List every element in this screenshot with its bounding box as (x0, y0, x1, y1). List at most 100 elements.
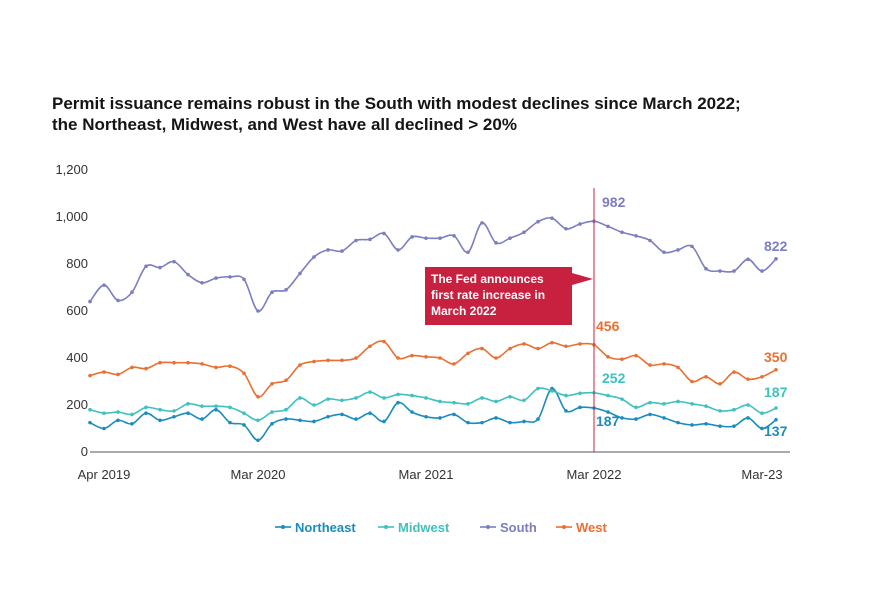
south-point-24 (424, 236, 428, 240)
midwest-point-7 (186, 402, 190, 406)
south-point-4 (144, 264, 148, 269)
west-point-40 (648, 363, 652, 367)
south-point-41 (662, 250, 666, 255)
northeast-point-11 (242, 423, 246, 427)
northeast-point-16 (312, 419, 316, 424)
northeast-point-48 (760, 426, 764, 431)
west-point-49 (774, 367, 778, 372)
south-point-12 (256, 309, 260, 313)
midwest-point-47 (746, 403, 750, 407)
northeast-point-27 (466, 420, 470, 425)
northeast-point-14 (284, 417, 288, 421)
northeast-point-40 (648, 412, 652, 417)
south-point-42 (676, 248, 680, 252)
midwest-point-27 (466, 402, 470, 406)
northeast-point-43 (690, 423, 694, 427)
west-point-1 (102, 370, 106, 374)
midwest-point-49 (774, 406, 778, 410)
y-tick-label-0: 0 (81, 444, 88, 459)
midwest-point-5 (158, 407, 162, 412)
legend-northeast-swatch-dot (281, 525, 285, 529)
south-point-47 (746, 257, 750, 262)
midwest-point-19 (354, 396, 358, 400)
west-point-18 (340, 358, 344, 363)
midwest-point-11 (242, 411, 246, 416)
midwest-point-31 (522, 398, 526, 403)
midwest-point-39 (634, 405, 638, 410)
midwest-point-33 (550, 389, 554, 393)
northeast-point-3 (130, 422, 134, 426)
northeast-point-15 (298, 418, 302, 423)
south-point-30 (508, 236, 512, 240)
annotation-callout-box (425, 267, 572, 325)
midwest-point-30 (508, 394, 512, 399)
west-point-8 (200, 362, 204, 366)
west-point-17 (326, 358, 330, 363)
south-point-29 (494, 241, 498, 245)
midwest-point-45 (718, 409, 722, 413)
chart-title: Permit issuance remains robust in the So… (52, 93, 832, 135)
northeast-point-47 (746, 416, 750, 420)
northeast-point-25 (438, 416, 442, 420)
northeast-point-13 (270, 422, 274, 426)
west-mar2022-label: 456 (596, 318, 620, 334)
northeast-point-10 (228, 420, 232, 425)
west-point-43 (690, 379, 694, 384)
west-point-4 (144, 366, 148, 371)
south-point-25 (438, 236, 442, 240)
west-point-37 (606, 355, 610, 359)
northeast-point-38 (620, 416, 624, 420)
west-point-26 (452, 362, 456, 366)
y-tick-label-6: 1,200 (55, 162, 88, 177)
south-point-40 (648, 238, 652, 243)
south-point-0 (88, 299, 92, 304)
south-point-26 (452, 234, 456, 238)
south-point-27 (466, 250, 470, 255)
west-point-14 (284, 378, 288, 383)
midwest-point-42 (676, 399, 680, 404)
northeast-point-1 (102, 426, 106, 431)
legend-midwest-swatch-dot (384, 525, 388, 529)
midwest-point-8 (200, 404, 204, 408)
y-tick-label-3: 600 (66, 303, 88, 318)
west-point-13 (270, 382, 274, 386)
south-point-18 (340, 249, 344, 253)
south-point-49 (774, 257, 778, 261)
south-point-3 (130, 290, 134, 295)
west-end-label: 350 (764, 349, 788, 365)
south-point-43 (690, 244, 694, 249)
west-point-27 (466, 351, 470, 356)
northeast-point-5 (158, 418, 162, 423)
northeast-point-42 (676, 420, 680, 425)
midwest-point-21 (382, 396, 386, 400)
legend-west-swatch-dot (562, 525, 566, 529)
midwest-point-41 (662, 402, 666, 406)
south-point-9 (214, 276, 218, 280)
x-tick-label-1: Mar 2020 (231, 467, 286, 482)
midwest-point-3 (130, 412, 134, 417)
west-point-30 (508, 346, 512, 351)
northeast-point-41 (662, 416, 666, 420)
midwest-point-40 (648, 400, 652, 405)
south-point-46 (732, 269, 736, 273)
west-point-10 (228, 364, 232, 369)
midwest-end-label: 187 (764, 384, 788, 400)
x-tick-label-3: Mar 2022 (567, 467, 622, 482)
midwest-point-32 (536, 386, 540, 391)
midwest-point-29 (494, 399, 498, 404)
midwest-point-0 (88, 407, 92, 412)
northeast-point-46 (732, 424, 736, 428)
west-point-20 (368, 344, 372, 349)
northeast-point-6 (172, 414, 176, 419)
y-tick-label-1: 200 (66, 397, 88, 412)
chart-title-line1: Permit issuance remains robust in the So… (52, 94, 741, 113)
midwest-point-4 (144, 405, 148, 410)
annotation-text-line-2: March 2022 (431, 304, 497, 318)
northeast-point-9 (214, 407, 218, 412)
annotation-text-line-1: first rate increase in (431, 288, 545, 302)
northeast-point-23 (410, 410, 414, 414)
midwest-point-34 (564, 393, 568, 398)
legend-south-swatch-dot (486, 525, 490, 529)
south-point-2 (116, 298, 120, 303)
